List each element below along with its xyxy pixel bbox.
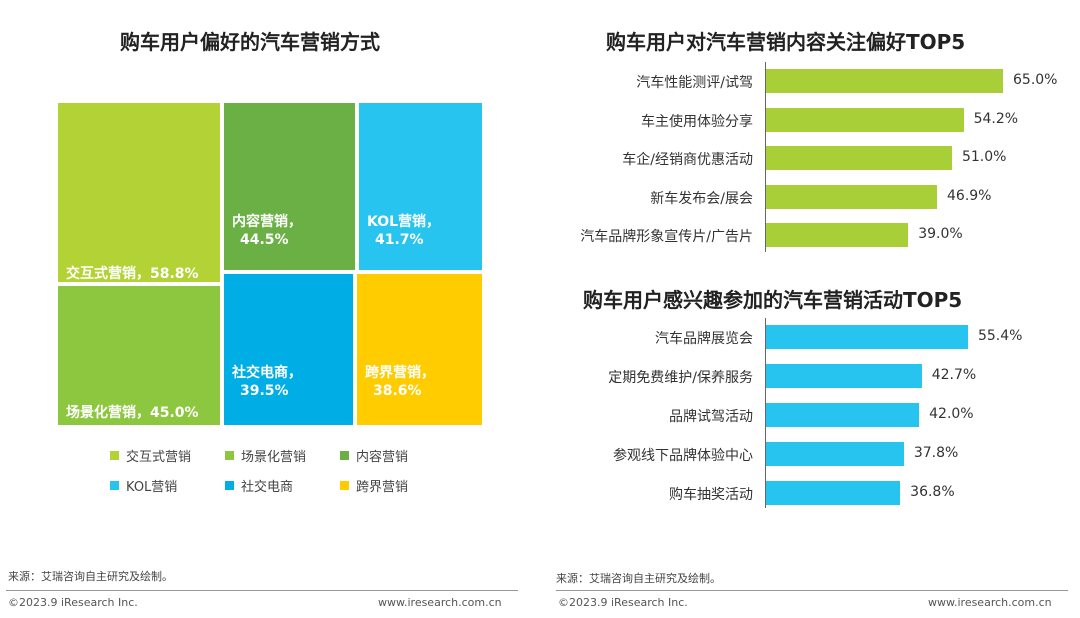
source-note-left: 来源：艾瑞咨询自主研究及绘制。 [8, 570, 173, 583]
bar-axis-content [765, 62, 766, 252]
bar-activity [766, 442, 904, 466]
legend-item-crossover-marketing: 跨界营销 [340, 476, 408, 495]
legend-label: 交互式营销 [126, 450, 192, 465]
bar-value-label: 42.7% [931, 367, 977, 383]
bar-category-label: 车企/经销商优惠活动 [622, 152, 753, 168]
treemap-label-kol-marketing: KOL营销， 41.7% [367, 214, 441, 248]
bar-value-label: 37.8% [913, 445, 959, 461]
treemap-label-crossover-marketing: 跨界营销， 38.6% [365, 365, 435, 399]
legend-item-interactive-marketing: 交互式营销 [110, 446, 191, 465]
legend-item-social-ecommerce: 社交电商 [225, 476, 293, 495]
treemap-cell-crossover-marketing: 跨界营销， 38.6% [355, 272, 484, 427]
bar-category-label: 汽车品牌形象宣传片/广告片 [580, 229, 753, 245]
bar-value-label: 39.0% [918, 226, 963, 242]
bar-content [766, 69, 1003, 93]
legend-item-content-marketing: 内容营销 [340, 446, 408, 465]
bar-value-label: 65.0% [1013, 72, 1058, 88]
bar-activity [766, 364, 922, 388]
legend-swatch [340, 481, 349, 490]
bar-category-label: 汽车品牌展览会 [655, 331, 753, 347]
bar-content [766, 107, 964, 132]
copyright-left: ©2023.9 iResearch Inc. [8, 596, 138, 609]
bar-activity [766, 481, 901, 505]
legend-item-scenario-marketing: 场景化营销 [225, 446, 306, 465]
legend-label: 社交电商 [241, 480, 294, 495]
treemap-label-social-ecommerce: 社交电商， 39.5% [232, 365, 302, 399]
bar-value-label: 46.9% [947, 187, 992, 204]
bar-category-label: 新车发布会/展会 [650, 190, 753, 207]
bar-category-label: 定期免费维护/保养服务 [608, 370, 753, 386]
bar-value-label: 36.8% [910, 484, 955, 500]
website-left: www.iresearch.com.cn [378, 596, 502, 609]
legend-swatch [225, 451, 234, 460]
bar-content [766, 184, 937, 209]
treemap-label-content-marketing: 内容营销， 44.5% [232, 214, 302, 248]
bar-category-label: 参观线下品牌体验中心 [613, 448, 753, 464]
bar-activity [766, 325, 968, 349]
bar-chart-title-1: 购车用户对汽车营销内容关注偏好TOP5 [606, 30, 966, 54]
bar-content [766, 146, 952, 170]
treemap-cell-scenario-marketing: 场景化营销，45.0% [56, 284, 222, 427]
legend-label: 场景化营销 [241, 450, 307, 465]
treemap-title: 购车用户偏好的汽车营销方式 [120, 30, 380, 54]
bar-category-label: 品牌试驾活动 [669, 409, 753, 425]
source-note-right: 来源：艾瑞咨询自主研究及绘制。 [556, 572, 721, 585]
bar-value-label: 55.4% [977, 328, 1023, 344]
bar-category-label: 汽车性能测评/试驾 [636, 75, 753, 91]
bar-axis-activity [765, 318, 766, 508]
legend-swatch [110, 481, 119, 490]
treemap-cell-content-marketing: 内容营销， 44.5% [222, 101, 357, 272]
website-right: www.iresearch.com.cn [928, 596, 1052, 609]
legend-swatch [110, 451, 119, 460]
bar-category-label: 车主使用体验分享 [641, 113, 753, 130]
bar-content [766, 223, 909, 247]
legend-item-kol-marketing: KOL营销 [110, 476, 177, 495]
bar-category-label: 购车抽奖活动 [669, 487, 753, 503]
treemap-cell-kol-marketing: KOL营销， 41.7% [357, 101, 484, 272]
bar-value-label: 42.0% [929, 406, 974, 422]
legend-swatch [225, 481, 234, 490]
legend-swatch [340, 451, 349, 460]
legend-label: 内容营销 [356, 450, 409, 465]
treemap-label-interactive-marketing: 交互式营销，58.8% [66, 266, 199, 282]
legend-label: KOL营销 [126, 480, 178, 495]
footer-divider-right [556, 590, 1068, 591]
treemap-cell-social-ecommerce: 社交电商， 39.5% [222, 272, 355, 427]
bar-chart-title-2: 购车用户感兴趣参加的汽车营销活动TOP5 [583, 288, 963, 312]
bar-activity [766, 403, 920, 427]
treemap-cell-interactive-marketing: 交互式营销，58.8% [56, 101, 222, 284]
bar-value-label: 51.0% [961, 149, 1007, 165]
footer-divider-left [6, 590, 518, 591]
bar-value-label: 54.2% [973, 110, 1019, 127]
treemap-label-scenario-marketing: 场景化营销，45.0% [66, 405, 199, 421]
legend-label: 跨界营销 [356, 480, 409, 495]
copyright-right: ©2023.9 iResearch Inc. [558, 596, 688, 609]
